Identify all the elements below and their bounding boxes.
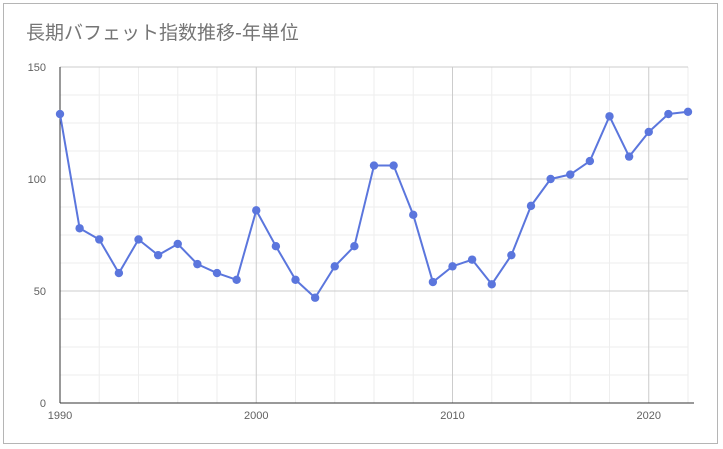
data-point — [153, 250, 163, 260]
data-point — [291, 275, 300, 284]
data-point — [664, 109, 673, 119]
data-point — [310, 293, 320, 302]
data-point — [271, 242, 281, 251]
data-point — [134, 235, 143, 244]
data-point — [350, 242, 359, 251]
x-tick-label: 2000 — [244, 410, 268, 422]
data-point — [566, 170, 575, 179]
x-tick-label: 1990 — [48, 410, 72, 422]
data-point — [644, 127, 653, 137]
data-point — [448, 262, 457, 271]
data-point — [605, 112, 614, 121]
data-point — [428, 277, 438, 287]
data-point — [55, 109, 65, 119]
data-point — [487, 280, 496, 289]
data-point — [193, 259, 202, 269]
tick-labels: 0 50 100 150 1990 2000 2010 2020 — [28, 62, 661, 422]
axes — [59, 67, 694, 404]
x-tick-label: 2010 — [440, 410, 464, 422]
data-point — [507, 250, 516, 260]
data-point — [389, 161, 398, 170]
data-point — [212, 268, 222, 278]
data-point — [369, 161, 379, 170]
data-point — [330, 262, 339, 271]
data-point — [114, 268, 124, 278]
data-point — [173, 239, 182, 249]
data-point — [585, 156, 595, 166]
minor-gridlines — [60, 67, 689, 403]
chart-title: 長期バフェット指数推移-年単位 — [26, 22, 299, 44]
series-layer — [55, 107, 693, 302]
y-tick-label: 0 — [40, 398, 46, 410]
major-gridlines — [60, 66, 688, 403]
y-tick-label: 50 — [34, 286, 46, 298]
data-point — [467, 255, 477, 264]
data-point — [546, 174, 555, 184]
data-point — [683, 107, 693, 117]
data-point — [252, 206, 261, 215]
data-point — [75, 224, 84, 233]
y-tick-label: 150 — [28, 62, 46, 74]
data-point — [624, 152, 634, 161]
data-point — [232, 275, 241, 284]
data-point — [95, 235, 104, 244]
x-tick-label: 2020 — [637, 410, 661, 422]
y-tick-label: 100 — [28, 174, 46, 186]
data-point — [526, 201, 536, 211]
data-point — [409, 210, 418, 220]
